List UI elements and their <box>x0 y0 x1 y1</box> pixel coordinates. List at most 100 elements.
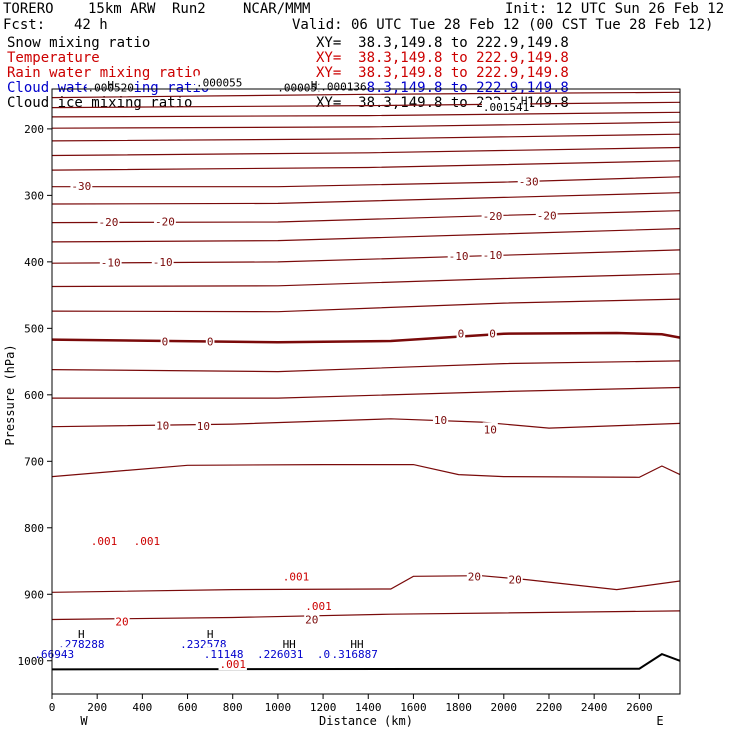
isotherm-label-20: 20 <box>305 614 318 627</box>
isotherm-label-12: 0 <box>458 328 465 341</box>
header-run: Run2 <box>172 1 206 17</box>
rain-water-label-bg-3 <box>304 599 333 613</box>
plot-frame <box>51 88 681 695</box>
rain-water-label-0: .001 <box>91 535 118 548</box>
isotherm-label-11: 0 <box>207 336 214 349</box>
isotherm-label-bg-2 <box>97 214 120 228</box>
isotherm-line-17 <box>51 418 681 429</box>
x-tick-label-8: 1600 <box>400 701 427 714</box>
isotherm-label-19: 20 <box>508 574 521 587</box>
isotherm-label-bg-8 <box>447 248 470 262</box>
isotherm-label-15: 10 <box>197 420 210 433</box>
isotherm-line-15 <box>51 360 681 373</box>
isotherm-label-16: 10 <box>434 414 447 427</box>
cloud-ice-label-4: .001541 <box>483 101 529 114</box>
isotherm-label-7: -10 <box>153 256 173 269</box>
x-tick-label-7: 1400 <box>355 701 382 714</box>
y-tick-label-4: 600 <box>24 389 44 402</box>
cloud-water-label-bg-2 <box>202 647 245 661</box>
isotherm-label-bg-1 <box>517 174 540 188</box>
isotherm-line-3 <box>51 121 681 129</box>
isotherm-line-5 <box>51 146 681 157</box>
rain-water-label-3: .001 <box>305 600 332 613</box>
cloud-ice-label-bg-0 <box>86 80 135 94</box>
x-end-label-east: E <box>656 714 663 728</box>
x-end-label-west: W <box>80 714 88 728</box>
max-marker-2: H <box>107 79 114 92</box>
isotherm-line-19 <box>51 575 681 593</box>
isotherm-line-0 <box>51 91 681 99</box>
isotherm-label-bg-18 <box>466 569 483 583</box>
rain-water-label-1: .001 <box>134 535 161 548</box>
isotherm-label-3: -20 <box>155 215 175 228</box>
cloud-water-label-bg-0 <box>57 637 106 651</box>
isotherm-label-bg-15 <box>195 419 211 433</box>
cloud-water-label-2: .11148 <box>204 648 244 661</box>
header-fcst-value: 42 h <box>74 17 108 33</box>
cloud-ice-label-bg-4 <box>481 99 531 113</box>
max-marker-6: HH <box>350 638 363 651</box>
y-tick-label-6: 800 <box>24 522 44 535</box>
header-fcst-label: Fcst: <box>3 17 46 33</box>
cloud-ice-label-bg-1 <box>195 75 244 89</box>
isotherm-line-8 <box>51 192 681 205</box>
rain-water-label-bg-1 <box>132 534 162 548</box>
header-resolution: 15km ARW <box>88 1 156 17</box>
header-valid: Valid: 06 UTC Tue 28 Feb 12 (00 CST Tue … <box>292 17 714 33</box>
rain-water-label-2: .001 <box>283 570 310 583</box>
y-tick-label-3: 500 <box>24 322 44 335</box>
field-name: Snow mixing ratio <box>7 35 151 51</box>
isotherm-label-bg-5 <box>535 208 558 222</box>
x-tick-label-3: 600 <box>178 701 198 714</box>
x-tick-label-4: 800 <box>223 701 243 714</box>
isotherm-label-bg-4 <box>481 208 504 222</box>
rain-water-label-bg-0 <box>89 534 119 548</box>
isotherm-label-bg-19 <box>507 572 523 586</box>
plot-area: -30 -30 -20 -20 -20 -20 -10 -10 -10 -10 0 0 0 0 10 10 10… <box>33 75 681 671</box>
isotherm-line-12 <box>51 273 681 288</box>
max-marker-4: H <box>207 628 214 641</box>
x-tick-label-6: 1200 <box>310 701 337 714</box>
terrain-line <box>51 652 681 671</box>
rain-water-label-4: .001 <box>219 658 246 671</box>
y-tick-label-7: 900 <box>24 588 44 601</box>
isotherm-label-bg-17 <box>482 422 498 436</box>
header-init: Init: 12 UTC Sun 26 Feb 12 <box>505 1 725 17</box>
y-tick-label-1: 300 <box>24 189 44 202</box>
x-tick-label-12: 2400 <box>581 701 608 714</box>
y-tick-label-8: 1000 <box>18 655 45 668</box>
x-tick-label-10: 2000 <box>491 701 518 714</box>
isotherm-label-2: -20 <box>99 216 119 229</box>
rain-water-label-bg-4 <box>218 657 247 671</box>
field-xy: XY= 38.3,149.8 to 222.9,149.8 <box>316 50 569 66</box>
isotherm-label-bg-20 <box>304 612 320 626</box>
cloud-ice-label-2: .000051 <box>277 82 323 95</box>
isotherm-label-bg-13 <box>488 326 497 340</box>
isotherm-label-bg-3 <box>154 214 176 228</box>
cloud-ice-label-3: .000136 <box>320 80 366 93</box>
isotherm-label-bg-7 <box>151 254 174 268</box>
isotherm-label-1: -30 <box>519 175 539 188</box>
y-tick-label-2: 400 <box>24 256 44 269</box>
isotherm-label-9: -10 <box>483 249 503 262</box>
cloud-ice-label-1: .000055 <box>196 76 242 89</box>
isotherm-label-13: 0 <box>489 328 496 341</box>
cloud-water-label-4: .226031 <box>257 648 303 661</box>
isotherm-line-13 <box>51 298 681 313</box>
isotherm-label-bg-14 <box>155 418 171 432</box>
isotherm-label-bg-16 <box>432 413 449 427</box>
cloud-water-label-bg-4 <box>256 647 305 661</box>
isotherm-line-2 <box>51 111 681 118</box>
isotherm-line-16 <box>52 386 681 399</box>
max-marker-1: H <box>311 79 318 92</box>
cloud-water-label-bg-1 <box>179 637 228 651</box>
y-axis-label: Pressure (hPa) <box>3 344 17 445</box>
isotherm-label-18: 20 <box>468 570 481 583</box>
isotherm-label-6: -10 <box>101 257 121 270</box>
isotherm-label-bg-11 <box>205 334 215 348</box>
field-name: Temperature <box>7 50 100 66</box>
isotherm-line-11 <box>51 249 681 264</box>
isotherm-line-14 <box>51 331 681 344</box>
isotherm-label-5: -20 <box>537 209 557 222</box>
